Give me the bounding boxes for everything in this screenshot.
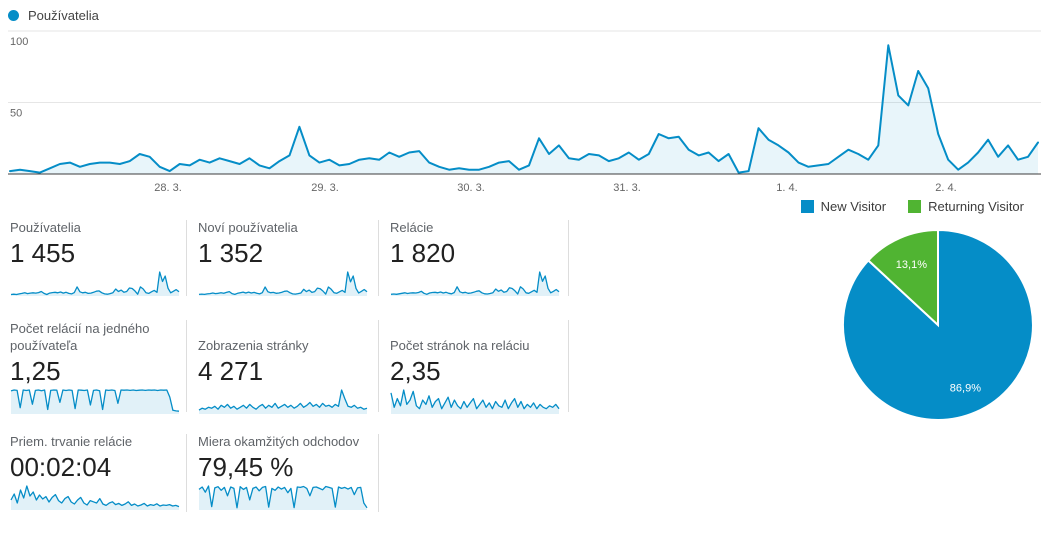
metric-sparkline xyxy=(198,485,368,510)
metric-sparkline xyxy=(198,389,368,414)
metric-value: 2,35 xyxy=(390,356,441,386)
metric-sparkline xyxy=(390,389,560,414)
x-axis-label: 28. 3. xyxy=(154,182,182,194)
card-divider xyxy=(378,320,379,412)
pie-legend-item-new-visitor: New Visitor xyxy=(800,199,887,214)
metric-value: 1 352 xyxy=(198,238,264,268)
metric-label: Relácie xyxy=(390,220,434,235)
metric-value: 1,25 xyxy=(10,356,61,386)
metric-value: 1 820 xyxy=(390,238,456,268)
metric-card: Priem. trvanie relácie 00:02:04 xyxy=(10,432,182,511)
svg-text:100: 100 xyxy=(10,36,28,48)
metric-value: 1 455 xyxy=(10,238,76,268)
metric-label: Používatelia xyxy=(10,220,81,235)
pie-legend-item-returning-visitor: Returning Visitor xyxy=(908,199,1024,214)
visitor-type-pie-chart[interactable]: 86,9% 13,1% xyxy=(830,223,1041,428)
x-axis-label: 30. 3. xyxy=(457,182,485,194)
card-divider xyxy=(186,320,187,412)
timeline-legend: Používatelia xyxy=(8,8,99,23)
x-axis-label: 2. 4. xyxy=(935,182,956,194)
metric-sparkline xyxy=(390,271,560,296)
metric-card: Zobrazenia stránky 4 271 xyxy=(198,318,370,415)
metric-card: Relácie 1 820 xyxy=(390,218,562,297)
metric-label: Noví používatelia xyxy=(198,220,298,235)
metric-label: Počet relácií na jedného používateľa xyxy=(10,321,150,353)
pie-slice-returning-visitor[interactable] xyxy=(866,228,939,328)
pie-slice-label: 13,1% xyxy=(896,259,927,271)
metric-value: 4 271 xyxy=(198,356,264,386)
metric-value: 79,45 % xyxy=(198,452,294,482)
metric-sparkline xyxy=(10,271,180,296)
card-divider xyxy=(378,434,379,512)
legend-swatch-icon xyxy=(800,200,814,213)
metric-sparkline xyxy=(198,271,368,296)
svg-text:50: 50 xyxy=(10,108,22,120)
x-axis-label: 31. 3. xyxy=(613,182,641,194)
pie-legend: New Visitor Returning Visitor xyxy=(800,199,1024,214)
card-divider xyxy=(568,320,569,412)
metric-card: Počet stránok na reláciu 2,35 xyxy=(390,318,562,415)
metric-value: 00:02:04 xyxy=(10,452,112,482)
card-divider xyxy=(186,434,187,512)
metric-card: Počet relácií na jedného používateľa 1,25 xyxy=(10,318,182,415)
pie-slice-label: 86,9% xyxy=(950,383,981,395)
x-axis-label: 29. 3. xyxy=(311,182,339,194)
metric-label: Miera okamžitých odchodov xyxy=(198,434,360,449)
metric-sparkline xyxy=(10,389,180,414)
metric-label: Priem. trvanie relácie xyxy=(10,434,133,449)
pie-legend-label: New Visitor xyxy=(820,199,887,214)
card-divider xyxy=(568,220,569,296)
card-divider xyxy=(378,220,379,296)
pie-legend-label: Returning Visitor xyxy=(928,199,1024,214)
legend-swatch-icon xyxy=(908,200,922,213)
metric-label: Zobrazenia stránky xyxy=(198,338,309,353)
metric-sparkline xyxy=(10,485,180,510)
metric-card: Miera okamžitých odchodov 79,45 % xyxy=(198,432,370,511)
metric-card: Noví používatelia 1 352 xyxy=(198,218,370,297)
series-dot-icon xyxy=(8,10,19,21)
x-axis-label: 1. 4. xyxy=(776,182,797,194)
metric-label: Počet stránok na reláciu xyxy=(390,338,530,353)
card-divider xyxy=(186,220,187,296)
timeline-legend-label: Používatelia xyxy=(28,8,99,23)
metric-card: Používatelia 1 455 xyxy=(10,218,182,297)
users-timeline-chart[interactable]: 100 50 28. 3. 29. 3. 30. 3. 31. 3. 1. 4. 2. 4. xyxy=(0,28,1041,200)
